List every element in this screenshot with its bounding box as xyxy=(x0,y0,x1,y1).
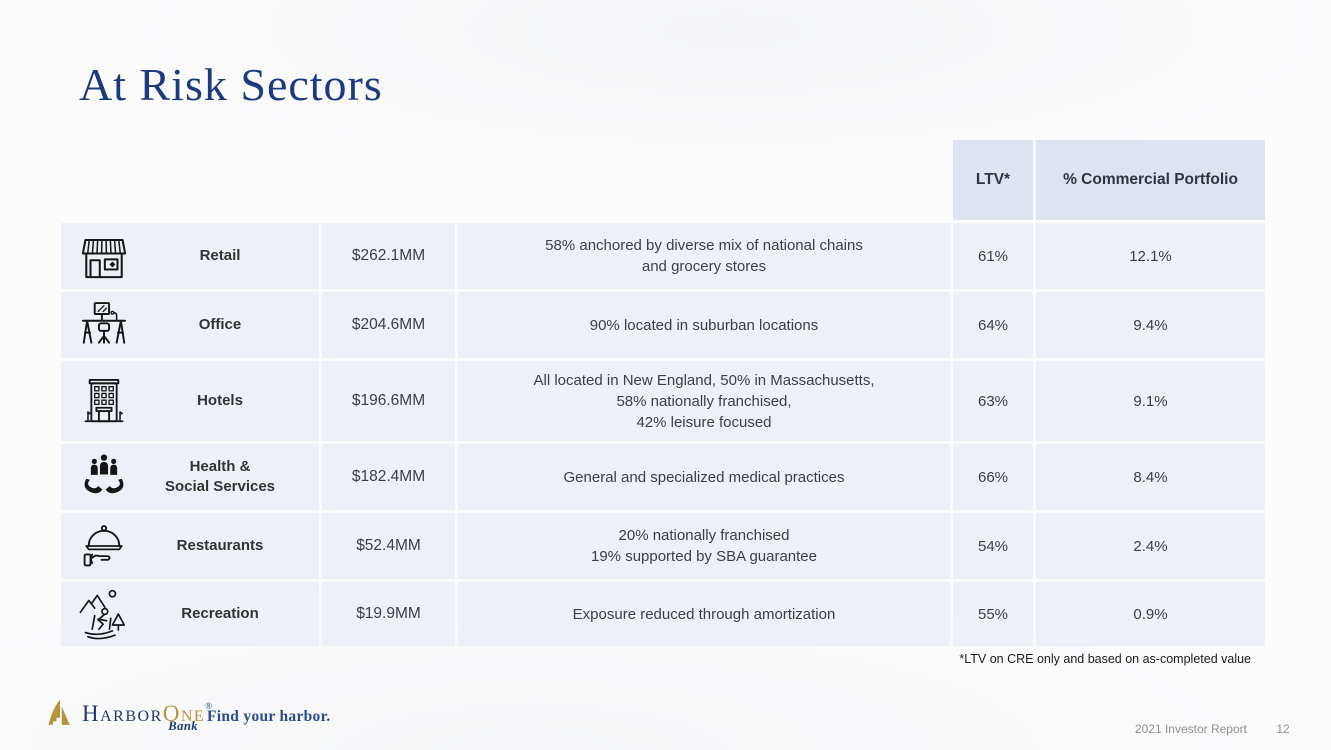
page-title: At Risk Sectors xyxy=(79,59,383,110)
registered-mark: ® xyxy=(205,701,213,711)
sector-portfolio-pct: 8.4% xyxy=(1036,444,1265,510)
sector-description: 58% anchored by diverse mix of national … xyxy=(458,223,950,289)
sector-name: Hotels xyxy=(197,391,243,409)
page-number: 12 xyxy=(1276,722,1290,736)
sector-ltv: 63% xyxy=(953,361,1033,441)
column-header-ltv: LTV* xyxy=(953,140,1033,220)
table-row-sector-cell: Restaurants xyxy=(61,513,319,579)
sector-description: Exposure reduced through amortization xyxy=(458,582,950,646)
sector-name: Recreation xyxy=(181,604,259,622)
sector-description: General and specialized medical practice… xyxy=(458,444,950,510)
logo-harbor-text: Harbor xyxy=(82,701,163,726)
table-row-sector-cell: Recreation xyxy=(61,582,319,646)
at-risk-sectors-table: LTV* % Commercial Portfolio Retail $262.… xyxy=(61,140,1265,646)
brand-tagline: Find your harbor. xyxy=(207,708,331,725)
sector-amount: $262.1MM xyxy=(322,223,455,289)
header-spacer xyxy=(61,140,950,220)
table-row-sector-cell: Health & Social Services xyxy=(61,444,319,510)
ltv-footnote: *LTV on CRE only and based on as-complet… xyxy=(959,652,1251,666)
table-row-sector-cell: Office xyxy=(61,292,319,358)
sector-name: Restaurants xyxy=(176,536,264,554)
sector-ltv: 55% xyxy=(953,582,1033,646)
sector-amount: $19.9MM xyxy=(322,582,455,646)
logo-wordmark: HarborOne® Bank xyxy=(82,696,213,733)
column-header-commercial-portfolio: % Commercial Portfolio xyxy=(1036,140,1265,220)
hotel-building-icon xyxy=(73,374,135,428)
sector-portfolio-pct: 12.1% xyxy=(1036,223,1265,289)
sector-portfolio-pct: 9.1% xyxy=(1036,361,1265,441)
sector-portfolio-pct: 0.9% xyxy=(1036,582,1265,646)
sector-ltv: 66% xyxy=(953,444,1033,510)
sector-description: 90% located in suburban locations xyxy=(458,292,950,358)
sector-amount: $182.4MM xyxy=(322,444,455,510)
caring-hands-icon xyxy=(73,450,135,504)
harborone-logo: HarborOne® Bank xyxy=(45,696,212,734)
sector-ltv: 61% xyxy=(953,223,1033,289)
sector-description: All located in New England, 50% in Massa… xyxy=(458,361,950,441)
sector-description: 20% nationally franchised 19% supported … xyxy=(458,513,950,579)
sector-amount: $52.4MM xyxy=(322,513,455,579)
sail-logo-icon xyxy=(45,696,75,734)
storefront-icon xyxy=(73,229,135,283)
table-row-sector-cell: Retail xyxy=(61,223,319,289)
sector-name: Retail xyxy=(199,246,241,264)
sector-amount: $204.6MM xyxy=(322,292,455,358)
logo-one-text: One xyxy=(162,701,206,726)
recreation-skier-icon xyxy=(73,587,135,641)
office-desk-icon xyxy=(73,298,135,352)
sector-ltv: 54% xyxy=(953,513,1033,579)
sector-ltv: 64% xyxy=(953,292,1033,358)
sector-portfolio-pct: 2.4% xyxy=(1036,513,1265,579)
report-title: 2021 Investor Report xyxy=(1134,722,1247,736)
logo-bank-text: Bank xyxy=(168,719,199,733)
sector-name: Health & Social Services xyxy=(164,457,276,495)
sector-name: Office xyxy=(198,315,242,333)
table-row-sector-cell: Hotels xyxy=(61,361,319,441)
sector-portfolio-pct: 9.4% xyxy=(1036,292,1265,358)
food-service-icon xyxy=(73,519,135,573)
sector-amount: $196.6MM xyxy=(322,361,455,441)
